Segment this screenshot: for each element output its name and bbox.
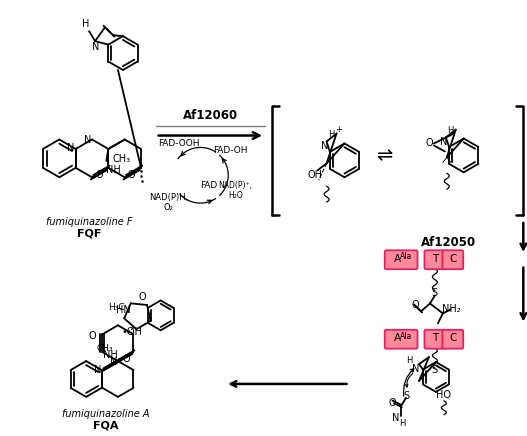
Text: N: N: [67, 143, 74, 153]
FancyBboxPatch shape: [385, 330, 417, 349]
Text: H₂O: H₂O: [228, 191, 242, 200]
Text: NH₂: NH₂: [443, 304, 461, 314]
Text: N: N: [110, 357, 118, 367]
Text: N: N: [94, 365, 101, 375]
Text: FQF: FQF: [77, 229, 101, 239]
Text: CH₃: CH₃: [113, 154, 131, 164]
FancyBboxPatch shape: [442, 330, 463, 349]
Text: NAD(P)H,: NAD(P)H,: [149, 193, 188, 201]
Text: •OH: •OH: [121, 327, 142, 337]
Text: S: S: [432, 365, 438, 375]
Text: HO: HO: [436, 390, 451, 400]
Text: fumiquinazoline A: fumiquinazoline A: [62, 409, 150, 419]
FancyBboxPatch shape: [385, 250, 417, 269]
Text: FAD-OH: FAD-OH: [213, 146, 248, 155]
Text: O: O: [388, 398, 396, 408]
Text: N: N: [412, 364, 419, 374]
Text: N: N: [84, 136, 92, 146]
Text: H: H: [328, 130, 335, 139]
Text: N: N: [440, 137, 447, 147]
Text: NH: NH: [103, 350, 118, 360]
Text: N: N: [393, 413, 400, 423]
Text: HN: HN: [115, 305, 130, 315]
Text: FQA: FQA: [93, 421, 119, 431]
Text: S: S: [403, 391, 409, 401]
Text: FAD-OOH: FAD-OOH: [158, 139, 199, 148]
Text: H: H: [399, 419, 405, 428]
Text: A: A: [394, 254, 401, 264]
Text: H: H: [406, 356, 412, 364]
Text: CH₃: CH₃: [96, 344, 113, 353]
Text: O: O: [95, 170, 103, 180]
Text: S: S: [432, 287, 438, 297]
Text: A: A: [394, 333, 401, 343]
Text: T: T: [432, 254, 438, 264]
Text: ⇌: ⇌: [376, 146, 393, 165]
Text: FAD: FAD: [200, 181, 217, 190]
FancyBboxPatch shape: [424, 250, 445, 269]
Text: N: N: [321, 141, 328, 151]
Text: H: H: [82, 19, 90, 29]
Text: NH: NH: [106, 165, 121, 175]
Text: C: C: [449, 254, 456, 264]
Text: O: O: [128, 170, 135, 180]
Text: H: H: [447, 126, 454, 135]
Text: O₂: O₂: [164, 203, 173, 211]
FancyBboxPatch shape: [424, 330, 445, 349]
Text: Af12060: Af12060: [183, 109, 238, 122]
Text: O: O: [139, 293, 147, 303]
Text: Af12050: Af12050: [421, 236, 476, 249]
Text: O: O: [411, 300, 419, 310]
Text: T: T: [432, 333, 438, 343]
Text: C: C: [449, 333, 456, 343]
Text: N: N: [92, 42, 100, 52]
Text: O: O: [425, 139, 433, 149]
FancyBboxPatch shape: [442, 250, 463, 269]
Text: OH: OH: [307, 170, 322, 180]
Text: fumiquinazoline F: fumiquinazoline F: [46, 217, 132, 227]
Text: O: O: [122, 354, 130, 364]
Text: Ala: Ala: [400, 332, 412, 341]
Text: +: +: [335, 125, 342, 134]
Text: NAD(P)⁺,: NAD(P)⁺,: [218, 181, 252, 190]
Text: Ala: Ala: [400, 252, 412, 261]
Text: O: O: [89, 331, 96, 341]
Text: H₃C: H₃C: [108, 303, 124, 312]
